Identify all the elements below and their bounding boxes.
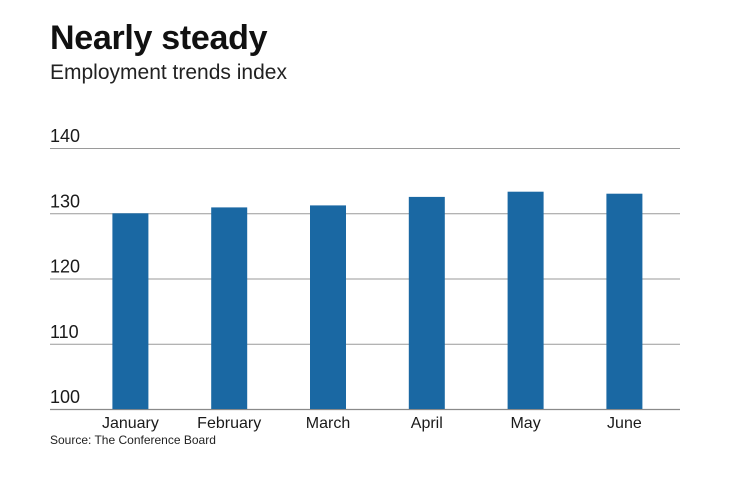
bar-january	[112, 213, 149, 410]
x-category-label: April	[411, 415, 443, 432]
source-note: Source: The Conference Board	[50, 433, 216, 447]
y-tick-label: 100	[50, 387, 80, 407]
bar-april	[408, 196, 445, 409]
chart-title: Nearly steady	[50, 19, 268, 57]
bar-june	[606, 193, 643, 409]
gridlines	[50, 148, 680, 411]
y-tick-label: 120	[50, 257, 80, 277]
x-category-label: June	[607, 415, 642, 432]
bars	[112, 191, 643, 410]
y-tick-label: 130	[50, 191, 80, 211]
x-axis-category-labels: January February March April May June	[102, 415, 642, 432]
y-axis-tick-labels: 100 110 120 130 140	[50, 126, 80, 407]
x-category-label: May	[510, 415, 540, 432]
x-category-label: March	[306, 415, 350, 432]
x-category-label: January	[102, 415, 159, 432]
y-tick-label: 110	[50, 322, 79, 342]
bar-may	[507, 191, 544, 409]
y-tick-label: 140	[50, 126, 80, 146]
x-category-label: February	[197, 415, 261, 432]
bar-february	[211, 207, 248, 409]
bar-march	[310, 205, 346, 409]
chart-subtitle: Employment trends index	[50, 61, 287, 84]
